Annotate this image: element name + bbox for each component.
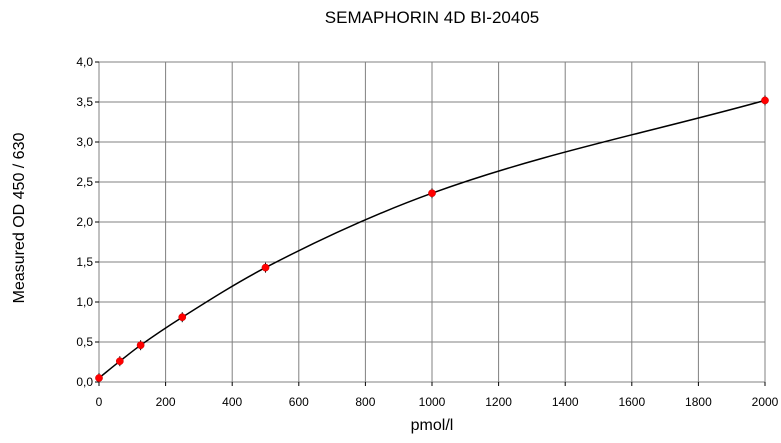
y-tick-label: 0,5 xyxy=(76,335,93,349)
x-tick-label: 1400 xyxy=(552,395,579,409)
y-tick-label: 2,5 xyxy=(76,175,93,189)
x-tick-label: 1000 xyxy=(419,395,446,409)
y-tick-label: 1,0 xyxy=(76,295,93,309)
x-tick-label: 2000 xyxy=(752,395,779,409)
x-axis-label: pmol/l xyxy=(410,417,454,434)
data-point xyxy=(95,374,103,382)
x-tick-label: 800 xyxy=(355,395,375,409)
x-tick-label: 600 xyxy=(289,395,309,409)
y-tick-label: 1,5 xyxy=(76,255,93,269)
y-tick-label: 3,5 xyxy=(76,95,93,109)
data-point xyxy=(428,189,436,198)
y-tick-label: 0,0 xyxy=(76,375,93,389)
x-tick-label: 1200 xyxy=(485,395,512,409)
y-tick-label: 2,0 xyxy=(76,215,93,229)
chart-title: SEMAPHORIN 4D BI-20405 xyxy=(324,8,540,27)
data-point xyxy=(136,341,145,350)
x-tick-label: 0 xyxy=(96,395,103,409)
data-point xyxy=(115,357,124,366)
data-point xyxy=(178,313,187,322)
x-tick-label: 200 xyxy=(156,395,176,409)
x-tick-label: 1800 xyxy=(685,395,712,409)
y-tick-label: 3,0 xyxy=(76,135,93,149)
fit-curve xyxy=(98,99,766,379)
x-tick-label: 400 xyxy=(222,395,242,409)
data-point xyxy=(761,96,769,105)
x-tick-label: 1600 xyxy=(618,395,645,409)
data-point xyxy=(261,263,270,272)
y-tick-label: 4,0 xyxy=(76,55,93,69)
